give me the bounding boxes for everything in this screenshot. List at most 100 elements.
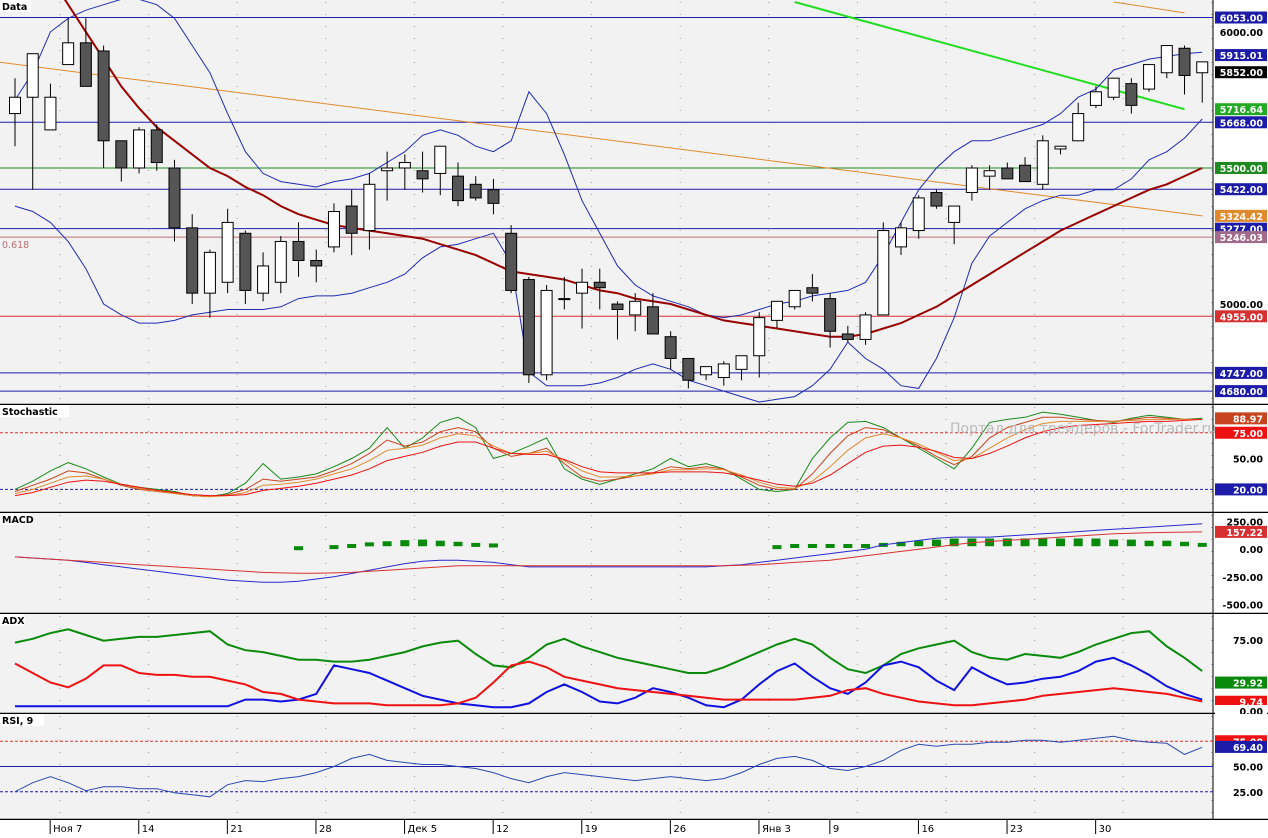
candle-body xyxy=(1019,164,1032,183)
candle-body xyxy=(257,265,270,294)
candle xyxy=(770,300,783,329)
price-tag: 5668.00 xyxy=(1220,118,1264,129)
candle-body xyxy=(646,306,659,335)
candle-body xyxy=(948,205,961,223)
x-tick-label: Дек 5 xyxy=(408,824,438,834)
candle xyxy=(735,355,748,381)
candle-body xyxy=(930,191,943,207)
candle-body xyxy=(1143,64,1156,90)
macd-bar xyxy=(1002,538,1012,547)
macd-panel-title-bg xyxy=(0,513,32,525)
stoch-tag-bg xyxy=(1215,452,1267,465)
macd-tag: -500.00 xyxy=(1222,600,1263,611)
candle xyxy=(9,78,21,147)
candle xyxy=(150,124,163,171)
candle-body xyxy=(505,232,518,291)
candle-body xyxy=(1036,140,1049,185)
candle xyxy=(203,249,216,318)
x-tick-label: 30 xyxy=(1099,824,1112,834)
candle-body xyxy=(1001,167,1014,180)
x-tick-label: 26 xyxy=(673,824,686,834)
candle xyxy=(629,293,642,332)
candle-body xyxy=(682,357,695,381)
price-tag: 5500.00 xyxy=(1220,164,1264,175)
fib-label: 0.618 xyxy=(2,240,29,251)
price-tag: 5422.00 xyxy=(1220,185,1264,196)
macd-tag-bg xyxy=(1215,570,1267,583)
macd-bar xyxy=(347,544,357,548)
x-tick-label: 21 xyxy=(230,824,243,834)
candle-body xyxy=(700,366,713,376)
candle-body xyxy=(895,227,907,248)
price-panel-title: Data xyxy=(2,2,27,13)
candle xyxy=(239,230,252,305)
candle-body xyxy=(540,289,553,376)
candle xyxy=(168,159,181,242)
macd-bar xyxy=(1109,539,1119,547)
candle-body xyxy=(1178,47,1191,76)
price-tag: 5852.00 xyxy=(1220,68,1264,79)
candle-body xyxy=(859,314,872,340)
stochastic-panel-title-bg xyxy=(0,405,69,417)
macd-panel-grid xyxy=(59,515,1213,611)
stochastic-panel: Stochastic Портал для трейдеров - ForTrad… xyxy=(0,405,1268,514)
price-tag: 6053.00 xyxy=(1220,14,1264,25)
macd-panel-plot-area xyxy=(0,513,1213,613)
macd-panel-title: MACD xyxy=(2,515,34,526)
adx-tag: 29.92 xyxy=(1233,679,1263,690)
adx-tag: 75.00 xyxy=(1233,636,1263,647)
macd-tag-bg xyxy=(1215,598,1267,611)
candle-body xyxy=(824,298,837,332)
macd-bar xyxy=(1197,542,1207,547)
candle xyxy=(62,18,75,66)
candle-body xyxy=(1160,45,1173,74)
rsi-tag-bg xyxy=(1215,760,1267,773)
stoch-tag: 20.00 xyxy=(1233,485,1263,496)
candle-body xyxy=(1054,145,1067,150)
candle-body xyxy=(310,260,323,267)
stochastic-panel-title: Stochastic xyxy=(2,407,58,418)
candle xyxy=(469,176,482,201)
adx-line xyxy=(15,656,1203,709)
candle-body xyxy=(239,232,252,291)
x-tick-label: Янв 3 xyxy=(762,824,791,834)
price-tag: 4955.00 xyxy=(1220,312,1264,323)
stoch-tag: 75.00 xyxy=(1233,429,1263,440)
candle-body xyxy=(1072,113,1085,142)
x-tick-label: 19 xyxy=(585,824,598,834)
candle-body xyxy=(912,197,925,232)
x-axis-bg xyxy=(0,820,1268,834)
adx-tag-bg xyxy=(1215,633,1267,646)
price-tag: 5716.64 xyxy=(1220,105,1264,116)
x-tick-label: 28 xyxy=(319,824,332,834)
macd-bar xyxy=(435,540,445,547)
candle xyxy=(859,312,872,345)
candle-body xyxy=(345,205,358,234)
candle xyxy=(948,205,961,245)
macd-bar xyxy=(1162,540,1172,547)
price-tag-bg xyxy=(1215,310,1267,323)
candle xyxy=(753,312,766,378)
macd-bar xyxy=(790,544,800,548)
rsi-tag: 69.40 xyxy=(1233,743,1263,754)
candle xyxy=(257,252,270,302)
macd-bar xyxy=(825,544,835,548)
candle-body xyxy=(629,300,642,316)
candle-body xyxy=(1125,83,1138,106)
candle xyxy=(912,195,925,239)
candle xyxy=(540,284,553,381)
candle-body xyxy=(469,183,482,199)
adx-line xyxy=(14,660,1203,707)
macd-bar xyxy=(471,542,481,547)
candle-body xyxy=(363,183,376,232)
candle-body xyxy=(735,355,748,370)
rsi-panel-title: RSI, 9 xyxy=(2,716,33,727)
candle xyxy=(26,53,39,190)
candle xyxy=(611,301,624,340)
macd-histogram xyxy=(294,538,1207,551)
rsi-tag: 25.00 xyxy=(1233,788,1263,799)
price-tag-bg xyxy=(1215,209,1267,222)
